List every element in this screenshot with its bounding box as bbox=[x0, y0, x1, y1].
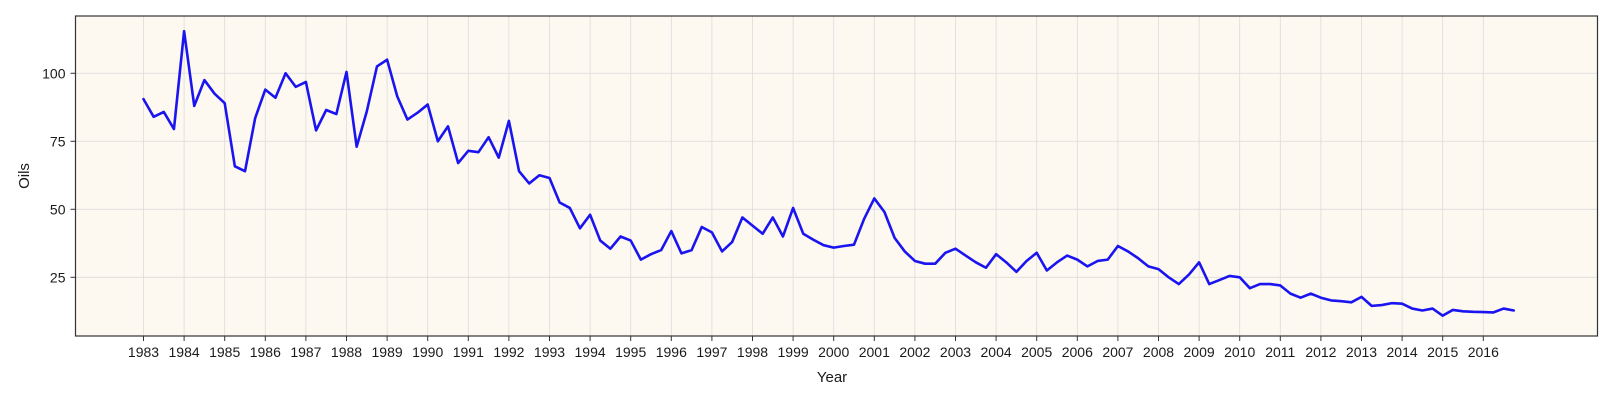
x-tick-label: 1997 bbox=[696, 344, 727, 360]
x-axis-label: Year bbox=[817, 369, 847, 386]
x-tick-label: 1998 bbox=[737, 344, 768, 360]
x-tick-label: 2014 bbox=[1387, 344, 1418, 360]
x-axis: 1983 1984 1985 1986 1987 1988 1989 1990 1991 1992… bbox=[128, 336, 1499, 360]
x-tick-label: 1986 bbox=[250, 344, 281, 360]
x-tick-label: 2016 bbox=[1468, 344, 1499, 360]
x-tick-label: 2012 bbox=[1305, 344, 1336, 360]
x-tick-label: 1999 bbox=[778, 344, 809, 360]
x-tick-label: 1993 bbox=[534, 344, 565, 360]
x-tick-label: 1987 bbox=[290, 344, 321, 360]
x-tick-label: 2011 bbox=[1265, 344, 1295, 360]
x-tick-label: 1983 bbox=[128, 344, 159, 360]
y-tick-label: 100 bbox=[42, 65, 66, 81]
y-axis: 25 50 75 100 bbox=[42, 65, 76, 285]
x-tick-label: 2000 bbox=[818, 344, 849, 360]
plot-background bbox=[75, 16, 1598, 336]
y-axis-label: Oils bbox=[16, 163, 33, 189]
x-tick-label: 1988 bbox=[331, 344, 362, 360]
x-tick-label: 2006 bbox=[1062, 344, 1093, 360]
x-tick-label: 1989 bbox=[372, 344, 403, 360]
x-tick-label: 2009 bbox=[1184, 344, 1215, 360]
plot-frame bbox=[74, 15, 1599, 337]
x-tick-label: 2013 bbox=[1346, 344, 1377, 360]
x-tick-label: 2007 bbox=[1102, 344, 1133, 360]
x-tick-label: 1991 bbox=[453, 344, 484, 360]
x-tick-label: 1995 bbox=[615, 344, 646, 360]
y-tick-label: 50 bbox=[50, 201, 66, 217]
x-tick-label: 2010 bbox=[1224, 344, 1255, 360]
x-tick-label: 1984 bbox=[169, 344, 200, 360]
x-tick-label: 2005 bbox=[1021, 344, 1052, 360]
x-tick-label: 2015 bbox=[1427, 344, 1458, 360]
grid bbox=[75, 16, 1598, 336]
x-tick-label: 2003 bbox=[940, 344, 971, 360]
y-tick-label: 25 bbox=[50, 269, 66, 285]
x-tick-label: 1990 bbox=[412, 344, 443, 360]
series-line bbox=[142, 29, 1516, 317]
x-tick-label: 1994 bbox=[575, 344, 606, 360]
x-tick-label: 1985 bbox=[209, 344, 240, 360]
series-layer bbox=[142, 29, 1516, 317]
x-tick-label: 1992 bbox=[493, 344, 524, 360]
x-tick-label: 1996 bbox=[656, 344, 687, 360]
x-tick-label: 2004 bbox=[981, 344, 1012, 360]
x-tick-label: 2001 bbox=[859, 344, 890, 360]
y-tick-label: 75 bbox=[50, 133, 66, 149]
x-tick-label: 2008 bbox=[1143, 344, 1174, 360]
x-tick-label: 2002 bbox=[899, 344, 930, 360]
